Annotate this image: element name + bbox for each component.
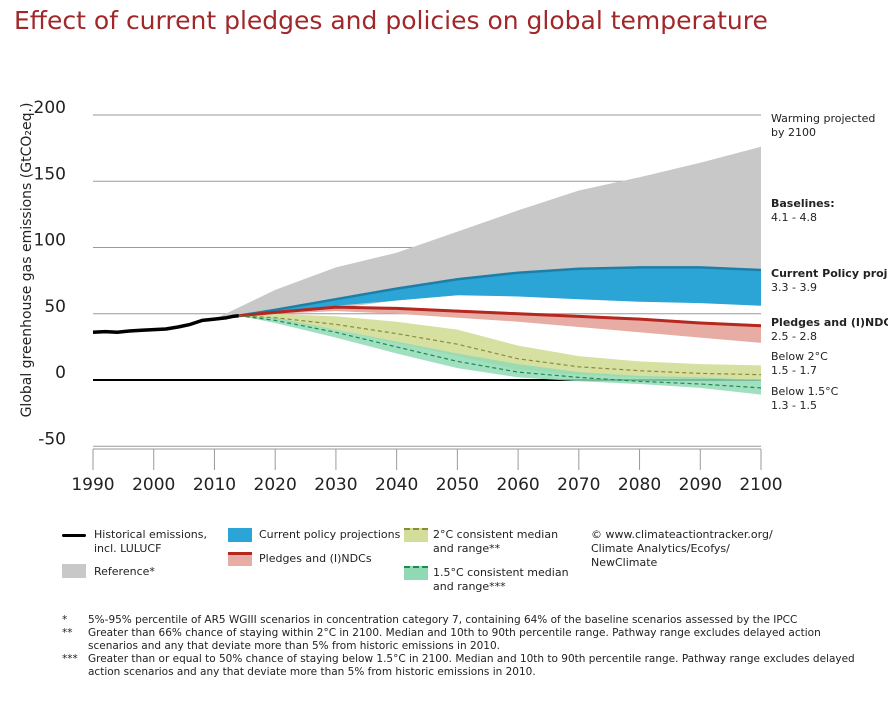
chart-title: Effect of current pledges and policies o… [14, 6, 768, 35]
x-axis-ticks: 1990 2000 2010 2020 2030 2040 2050 2060 2070 2080… [71, 448, 783, 495]
legend-reference: Reference* [94, 565, 155, 578]
pledges-swatch [228, 552, 252, 566]
y-axis-ticks: 200 150 100 50 0 -50 [34, 98, 66, 449]
x-tick-label: 2090 [679, 475, 722, 495]
x-tick-label: 2060 [496, 475, 539, 495]
y-tick-label: 100 [34, 231, 66, 251]
scenario-lines [92, 266, 762, 389]
two-c-swatch [404, 528, 428, 542]
current-policy-upper-line [238, 266, 762, 317]
warming-labels: Warming projected by 2100 Baselines: 4.1 … [771, 112, 888, 412]
footnote: * 5%-95% percentile of AR5 WGIII scenario… [62, 614, 798, 626]
reference-swatch [62, 564, 86, 578]
footnote: *** Greater than or equal to 50% chance o… [62, 653, 855, 678]
current-policy-range: 3.3 - 3.9 [771, 281, 817, 294]
x-tick-label: 1990 [71, 475, 114, 495]
scenario-bands [214, 146, 761, 395]
below-2c-label: Below 2°C [771, 350, 828, 363]
two-c-median-line [238, 315, 762, 376]
two-c-band [238, 313, 761, 380]
y-axis-label: Global greenhouse gas emissions (GtCO₂eq… [19, 103, 35, 418]
current-policy-swatch [228, 528, 252, 542]
legend-historical: Historical emissions, incl. LULUCF [94, 528, 208, 555]
baselines-label: Baselines: [771, 197, 835, 210]
y-tick-label: -50 [38, 429, 66, 449]
pledges-line [238, 305, 762, 328]
x-tick-label: 2010 [193, 475, 236, 495]
credit-text: © www.climateactiontracker.org/ Climate … [591, 528, 773, 569]
x-tick-label: 2100 [739, 475, 782, 495]
y-tick-label: 0 [55, 363, 66, 383]
legend-two-c: 2°C consistent median and range** [433, 528, 559, 555]
current-policy-band [238, 267, 761, 316]
footnote: ** Greater than 66% chance of staying wit… [62, 627, 821, 652]
legend-current-policy: Current policy projections [259, 528, 401, 541]
one-five-c-median-line [238, 315, 762, 389]
y-tick-label: 50 [44, 297, 66, 317]
current-policy-label: Current Policy projections [771, 267, 888, 280]
x-tick-label: 2020 [254, 475, 297, 495]
legend-one-five-c: 1.5°C consistent median and range*** [433, 566, 569, 593]
historical-swatch [62, 534, 86, 537]
historical-line [92, 313, 239, 335]
x-tick-label: 2050 [436, 475, 479, 495]
below-1-5c-label: Below 1.5°C [771, 385, 839, 398]
x-tick-label: 2030 [314, 475, 357, 495]
x-tick-label: 2070 [557, 475, 600, 495]
y-tick-label: 150 [34, 164, 66, 184]
legend-pledges: Pledges and (I)NDCs [259, 552, 372, 565]
footnotes: * 5%-95% percentile of AR5 WGIII scenario… [62, 614, 862, 679]
pledges-range: 2.5 - 2.8 [771, 330, 817, 343]
emissions-chart: 1990 2000 2010 2020 2030 2040 2050 2060 2070 2080… [19, 98, 888, 495]
y-tick-label: 200 [34, 98, 66, 118]
x-tick-label: 2040 [375, 475, 418, 495]
x-tick-label: 2000 [132, 475, 175, 495]
x-tick-label: 2080 [618, 475, 661, 495]
below-1-5c-range: 1.3 - 1.5 [771, 399, 817, 412]
one-five-c-swatch [404, 566, 428, 580]
warming-header: Warming projected by 2100 [771, 112, 875, 139]
below-2c-range: 1.5 - 1.7 [771, 364, 817, 377]
pledges-label: Pledges and (I)NDCs [771, 316, 888, 329]
baselines-range: 4.1 - 4.8 [771, 211, 817, 224]
